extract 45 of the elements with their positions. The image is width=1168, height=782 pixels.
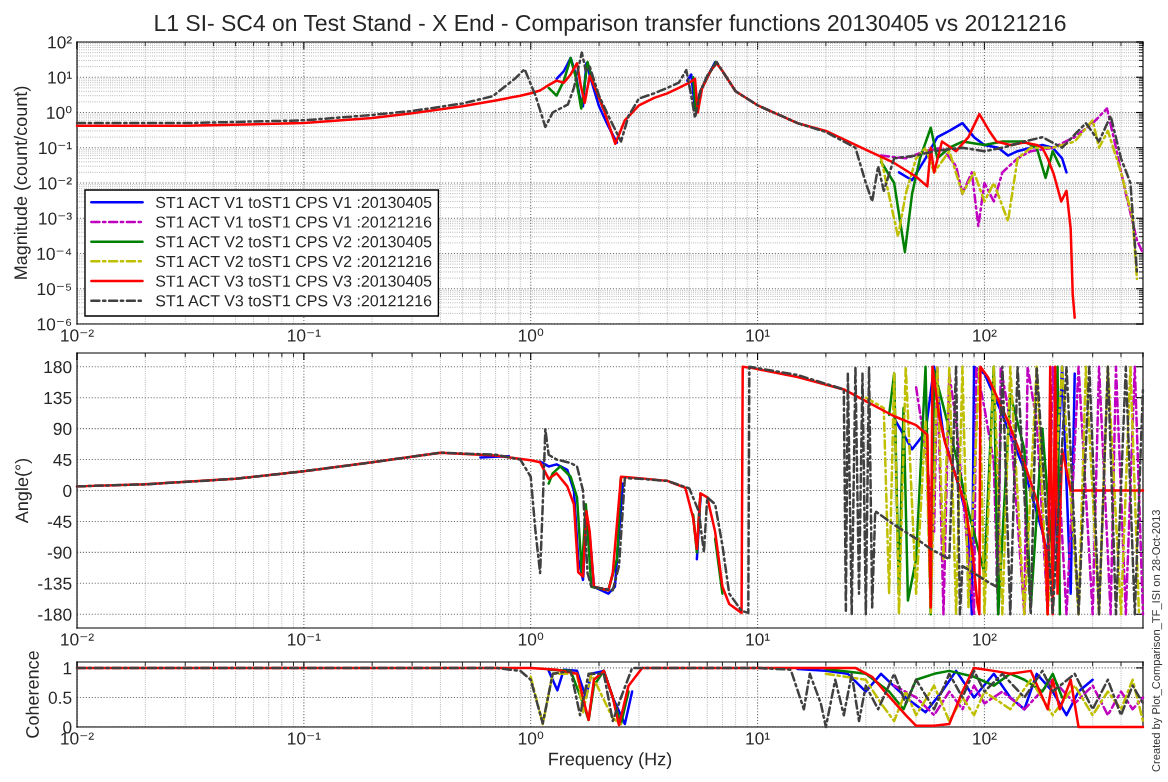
y-tick-label: 0: [63, 721, 72, 734]
x-tick-label: 10¹: [746, 329, 770, 342]
x-tick-label: 10¹: [746, 732, 770, 745]
x-tick-label: 10⁻¹: [288, 732, 321, 745]
y-tick-label: 10¹: [48, 71, 72, 84]
y-tick-label: 135: [44, 391, 72, 405]
legend-label: ST1 ACT V1 toST1 CPS V1 :20121216: [155, 216, 432, 228]
y-tick-label: 10⁻⁵: [37, 282, 72, 296]
x-tick-label: 10⁰: [518, 632, 544, 646]
y-tick-label: 10⁻¹: [39, 141, 72, 155]
legend-label: ST1 ACT V3 toST1 CPS V3 :20130405: [155, 275, 432, 287]
x-tick-label: 10²: [973, 732, 997, 745]
x-tick-label: 10¹: [746, 633, 770, 646]
x-tick-label: 10⁰: [518, 731, 544, 745]
y-tick-label: -90: [47, 546, 72, 559]
y-tick-label: 10²: [48, 36, 72, 49]
y-tick-label: 10⁻⁴: [37, 247, 72, 260]
y-tick-label: 10⁰: [47, 105, 72, 119]
legend-label: ST1 ACT V2 toST1 CPS V2 :20130405: [155, 236, 432, 248]
y-tick-label: -45: [47, 515, 72, 528]
x-axis-title: Frequency (Hz): [549, 752, 672, 770]
y-tick-label: 180: [44, 360, 72, 374]
y-axis-title: Coherence: [25, 651, 39, 738]
y-tick-label: 10⁻⁶: [37, 318, 72, 331]
x-tick-label: 10⁰: [518, 328, 544, 342]
y-tick-label: 0: [63, 484, 72, 497]
y-axis-title: Magnitude (count/count): [13, 86, 31, 279]
y-tick-label: 10⁻³: [39, 212, 72, 225]
legend-label: ST1 ACT V3 toST1 CPS V3 :20121216: [155, 295, 432, 307]
legend-label: ST1 ACT V1 toST1 CPS V1 :20130405: [155, 196, 432, 209]
x-tick-label: 10²: [973, 633, 997, 646]
y-tick-label: -135: [38, 577, 72, 590]
legend-label: ST1 ACT V2 toST1 CPS V2 :20121216: [155, 255, 432, 268]
y-tick-label: 45: [53, 453, 72, 467]
y-axis-title: Angle(°): [15, 458, 32, 524]
chart-title: L1 SI- SC4 on Test Stand - X End - Comparison transfer functions 20130405 vs 20121216: [155, 14, 1066, 36]
y-tick-label: 0.5: [48, 691, 72, 704]
text: Created by Plot_Comparison_TF_ISI on 28-Oct-2013: [1151, 510, 1163, 772]
y-tick-label: 10⁻²: [39, 177, 72, 190]
x-tick-label: 10²: [973, 329, 997, 342]
y-tick-label: 90: [53, 422, 72, 436]
y-tick-label: 1: [63, 662, 72, 675]
x-tick-label: 10⁻¹: [288, 633, 321, 646]
y-tick-label: -180: [38, 608, 72, 621]
x-tick-label: 10⁻¹: [288, 329, 321, 342]
